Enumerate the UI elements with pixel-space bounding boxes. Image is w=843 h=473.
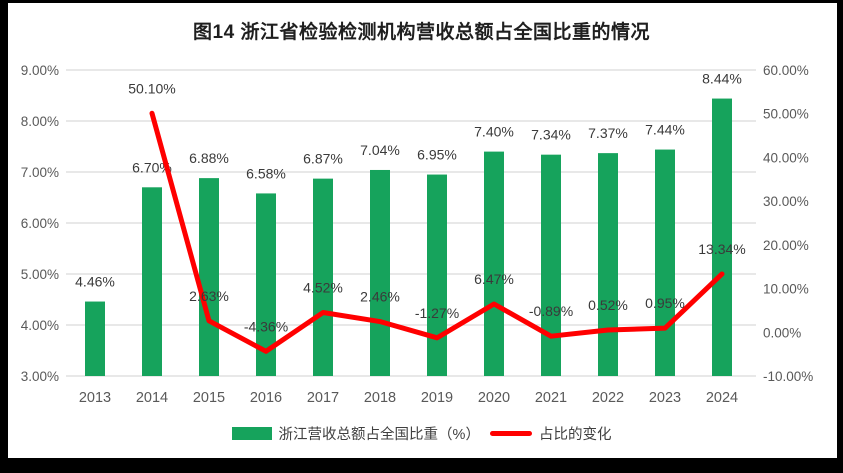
line-label-2019: -1.27%	[415, 305, 459, 321]
left-axis-tick-label: 3.00%	[21, 369, 59, 384]
right-axis-tick-label: -10.00%	[763, 369, 813, 384]
left-axis-ticks: 9.00% 8.00% 7.00% 6.00% 5.00% 4.00% 3.00%	[21, 63, 59, 384]
left-axis-tick-label: 8.00%	[21, 114, 59, 129]
x-axis-label-2014: 2014	[136, 390, 168, 406]
left-axis-tick-label: 6.00%	[21, 216, 59, 231]
bar-label-2015: 6.88%	[189, 150, 229, 166]
bar-2016	[256, 193, 276, 376]
x-axis-label-2020: 2020	[478, 390, 510, 406]
bar-2014	[142, 187, 162, 376]
line-label-2021: -0.89%	[529, 303, 573, 319]
right-axis-tick-label: 20.00%	[763, 238, 809, 253]
bar-2013	[85, 301, 105, 376]
bar-label-2021: 7.34%	[531, 127, 571, 143]
right-axis-tick-label: 0.00%	[763, 325, 801, 340]
bar-2015	[199, 178, 219, 376]
legend-item-line-series: 占比的变化	[489, 423, 612, 444]
line-series-swatch-icon	[489, 431, 532, 436]
bar-data-labels: 4.46% 6.70% 6.88% 6.58% 6.87% 7.04% 6.95% 7.40%…	[75, 71, 742, 290]
line-label-2014: 50.10%	[128, 80, 175, 96]
x-axis-label-2023: 2023	[649, 390, 681, 406]
left-axis-tick-label: 9.00%	[21, 63, 59, 78]
bar-2024	[712, 98, 732, 376]
bar-label-2016: 6.58%	[246, 165, 286, 181]
left-axis-tick-label: 7.00%	[21, 165, 59, 180]
bar-2022	[598, 153, 618, 376]
bar-label-2014: 6.70%	[132, 159, 172, 175]
line-label-2015: 2.63%	[189, 288, 229, 304]
x-axis-labels: 2013 2014 2015 2016 2017 2018 2019 2020 2021 2022…	[79, 390, 738, 406]
x-axis-label-2022: 2022	[592, 390, 624, 406]
left-axis-tick-label: 4.00%	[21, 318, 59, 333]
bar-2019	[427, 174, 447, 376]
bar-label-2019: 6.95%	[417, 147, 457, 163]
bar-label-2024: 8.44%	[702, 71, 742, 87]
line-label-2024: 13.34%	[698, 241, 745, 257]
line-label-2022: 0.52%	[588, 297, 628, 313]
bar-2017	[313, 178, 333, 376]
right-axis-tick-label: 40.00%	[763, 150, 809, 165]
bar-2021	[541, 154, 561, 376]
line-label-2016: -4.36%	[244, 318, 288, 334]
legend: 浙江营收总额占全国比重（%） 占比的变化	[0, 423, 843, 444]
legend-item-bar-series: 浙江营收总额占全国比重（%）	[231, 423, 480, 444]
bar-label-2022: 7.37%	[588, 125, 628, 141]
x-axis-label-2021: 2021	[535, 390, 567, 406]
change-line	[149, 110, 725, 354]
bar-label-2018: 7.04%	[360, 142, 400, 158]
chart-title: 图14 浙江省检验检测机构营收总额占全国比重的情况	[193, 22, 650, 43]
bar-label-2017: 6.87%	[303, 151, 343, 167]
x-axis-label-2019: 2019	[421, 390, 453, 406]
x-axis-label-2013: 2013	[79, 390, 111, 406]
bar-2023	[655, 149, 675, 376]
legend-label-bar-series: 浙江营收总额占全国比重（%）	[278, 427, 480, 443]
line-label-2020: 6.47%	[474, 271, 514, 287]
x-axis-label-2015: 2015	[193, 390, 225, 406]
right-axis-ticks: 60.00% 50.00% 40.00% 30.00% 20.00% 10.00% 0.00…	[763, 63, 813, 384]
right-axis-tick-label: 10.00%	[763, 282, 809, 297]
x-axis-label-2016: 2016	[250, 390, 282, 406]
line-data-labels: 50.10% 2.63% -4.36% 4.52% 2.46% -1.27% 6.47% -0…	[128, 80, 745, 334]
right-axis-tick-label: 30.00%	[763, 194, 809, 209]
line-label-2018: 2.46%	[360, 289, 400, 305]
bar-label-2013: 4.46%	[75, 274, 115, 290]
x-axis-label-2024: 2024	[706, 390, 738, 406]
line-label-2023: 0.95%	[645, 295, 685, 311]
bar-label-2023: 7.44%	[645, 122, 685, 138]
bar-label-2020: 7.40%	[474, 124, 514, 140]
bar-series	[85, 98, 732, 376]
bar-2018	[370, 169, 390, 376]
line-label-2017: 4.52%	[303, 280, 343, 296]
right-axis-tick-label: 60.00%	[763, 63, 809, 78]
x-axis-label-2018: 2018	[364, 390, 396, 406]
bar-2020	[484, 151, 504, 376]
legend-label-line-series: 占比的变化	[538, 427, 612, 443]
x-axis-label-2017: 2017	[307, 390, 339, 406]
right-axis-tick-label: 50.00%	[763, 107, 809, 122]
bar-series-swatch-icon	[231, 427, 272, 440]
left-axis-tick-label: 5.00%	[21, 267, 59, 282]
